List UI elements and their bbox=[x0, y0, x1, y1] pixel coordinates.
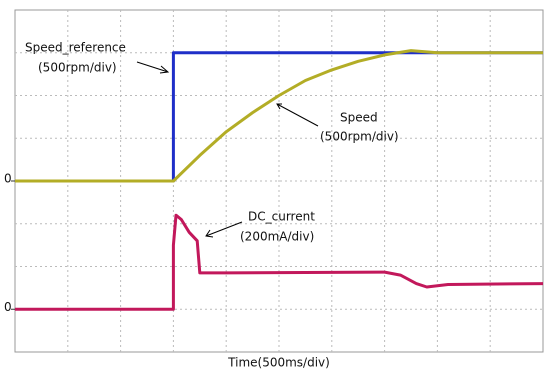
y-tick-label: 0 bbox=[4, 172, 12, 186]
annotation: (500rpm/div) bbox=[38, 61, 117, 75]
annotation: DC_current bbox=[248, 210, 315, 224]
annotation: (200mA/div) bbox=[240, 230, 314, 244]
annotation: Speed_reference bbox=[25, 41, 126, 55]
x-axis-label: Time(500ms/div) bbox=[227, 356, 330, 370]
annotation: Speed bbox=[340, 111, 378, 125]
annotation: (500rpm/div) bbox=[320, 130, 399, 144]
y-tick-label: 0 bbox=[4, 300, 12, 314]
scope-screen: Speed_reference (500rpm/div) Speed (500r… bbox=[0, 0, 546, 372]
